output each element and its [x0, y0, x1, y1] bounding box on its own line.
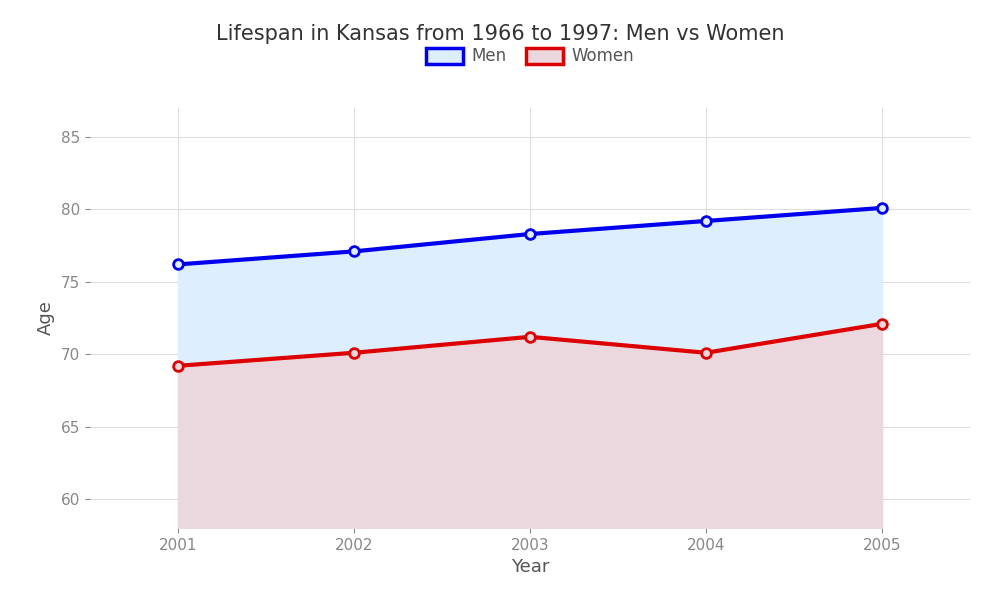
- Text: Lifespan in Kansas from 1966 to 1997: Men vs Women: Lifespan in Kansas from 1966 to 1997: Me…: [216, 24, 784, 44]
- X-axis label: Year: Year: [511, 558, 549, 576]
- Y-axis label: Age: Age: [37, 301, 55, 335]
- Legend: Men, Women: Men, Women: [419, 41, 641, 72]
